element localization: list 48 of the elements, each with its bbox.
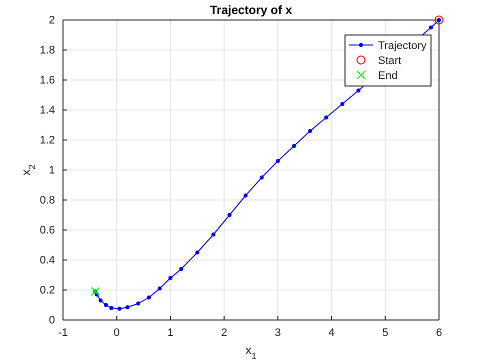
y-tick-label: 0.2	[40, 284, 55, 297]
y-tick-label: 0.4	[40, 254, 55, 267]
point	[168, 276, 172, 280]
chart-title: Trajectory of x	[210, 3, 292, 17]
point	[98, 298, 103, 302]
y-tick-label: 1.8	[40, 44, 55, 57]
point	[308, 129, 312, 133]
point	[109, 306, 114, 310]
point	[340, 102, 344, 106]
legend-label: Trajectory	[378, 40, 427, 52]
point	[125, 305, 130, 310]
x-tick-label: -1	[58, 326, 68, 339]
y-tick-label: 0.8	[40, 194, 55, 207]
x-tick-label: 2	[221, 326, 228, 339]
x-axis-title: x$_{1}$	[245, 343, 257, 361]
y-tick-label: 0	[48, 314, 55, 327]
point	[292, 144, 296, 148]
x-tick-label: 5	[382, 326, 388, 339]
x-tick-label: 1	[167, 326, 174, 339]
point	[228, 213, 232, 217]
point	[244, 194, 248, 198]
point	[90, 287, 100, 296]
point	[195, 250, 200, 254]
point	[179, 267, 184, 271]
point	[324, 116, 328, 120]
y-tick-label: 1.2	[40, 134, 55, 147]
y-tick-label: 0.6	[40, 224, 55, 237]
y-tick-label: 2	[48, 14, 55, 27]
point	[136, 302, 140, 306]
point	[356, 88, 360, 92]
x-tick-label: 3	[274, 326, 281, 339]
x-tick-label: 0	[114, 326, 120, 339]
point	[434, 16, 444, 24]
point	[428, 26, 433, 30]
legend-label: End	[378, 70, 398, 82]
legend-label: Start	[378, 55, 402, 67]
point	[211, 232, 216, 236]
point	[260, 176, 264, 180]
point	[158, 286, 162, 290]
y-tick-label: 1.6	[40, 74, 55, 87]
x-tick-label: 6	[436, 326, 442, 339]
point	[104, 303, 108, 307]
y-tick-label: 1.4	[40, 104, 55, 117]
y-tick-label: 1	[48, 164, 55, 177]
x-tick-label: 4	[328, 326, 335, 339]
point	[117, 306, 122, 311]
point	[146, 296, 151, 300]
point	[276, 159, 280, 163]
